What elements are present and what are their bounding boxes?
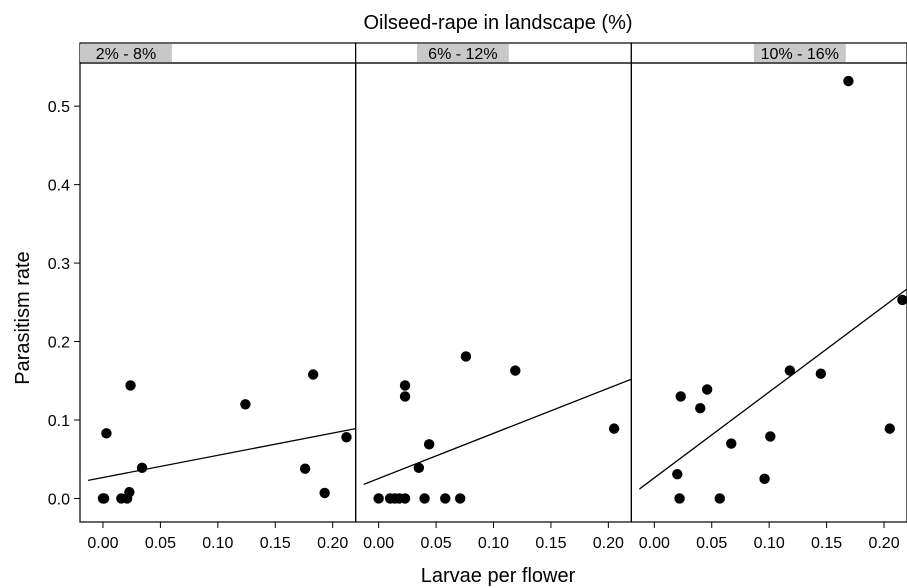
x-tick-label: 0.05 [145, 535, 176, 552]
x-tick-label: 0.10 [202, 535, 233, 552]
data-point [608, 423, 620, 434]
panel-frame [630, 62, 907, 523]
data-point [124, 486, 135, 498]
x-tick-label: 0.15 [811, 535, 842, 552]
panel: 6% - 12% 0.00 0.05 0.10 0.15 0.20 [355, 42, 632, 552]
data-point [136, 462, 148, 474]
data-point [307, 369, 319, 380]
data-point [884, 423, 895, 434]
y-tick-label: 0.2 [48, 335, 70, 352]
strip-range-bar [80, 44, 172, 62]
data-point [454, 493, 466, 504]
y-tick-label: 0.3 [48, 256, 70, 273]
strip-range-bar [416, 44, 509, 62]
y-axis-title: Parasitism rate [12, 251, 34, 384]
x-tick-label: 0.15 [535, 535, 566, 552]
x-tick-label: 0.05 [696, 535, 727, 552]
data-point [675, 391, 686, 402]
x-tick-label: 0.05 [420, 535, 451, 552]
strip-label: 6% - 12% [428, 46, 497, 63]
y-tick-label: 0.1 [48, 413, 70, 430]
y-tick-label: 0.0 [48, 491, 70, 508]
regression-line [638, 288, 907, 490]
panel-frame [79, 62, 357, 523]
strip-range-bar [753, 44, 846, 62]
panel-frame [355, 62, 632, 523]
x-tick-label: 0.15 [260, 535, 291, 552]
data-point [695, 403, 706, 414]
data-point [341, 432, 352, 443]
data-point [399, 391, 411, 402]
panel-content [87, 369, 356, 504]
data-point [714, 493, 725, 504]
data-point [399, 493, 411, 504]
data-point [759, 473, 770, 485]
x-tick-label: 0.20 [317, 535, 348, 552]
data-point [897, 294, 907, 306]
data-point [784, 365, 796, 376]
data-point [419, 493, 430, 504]
data-point [98, 493, 110, 504]
data-point [765, 431, 776, 442]
panels-group: 2% - 8% 0.00 0.05 0.10 0.15 0.20 6% - 12% 0.00 0… [79, 42, 907, 552]
x-tick-label: 0.20 [868, 535, 899, 552]
data-point [440, 493, 451, 504]
data-point [674, 493, 685, 504]
x-tick-label: 0.00 [87, 535, 118, 552]
data-point [413, 462, 425, 474]
x-tick-label: 0.20 [593, 535, 624, 552]
y-axis: 0.0 0.1 0.2 0.3 0.4 0.5 [48, 99, 80, 508]
data-point [399, 380, 411, 391]
data-point [125, 380, 136, 391]
panel: 2% - 8% 0.00 0.05 0.10 0.15 0.20 [79, 42, 357, 552]
x-tick-label: 0.10 [754, 535, 785, 552]
data-point [510, 365, 521, 376]
regression-line [87, 427, 356, 482]
strip-label: 2% - 8% [96, 46, 156, 63]
data-point [460, 351, 472, 362]
panel-content [363, 351, 632, 504]
data-point [319, 487, 330, 499]
y-tick-label: 0.5 [48, 99, 70, 116]
data-point [815, 368, 827, 379]
regression-line [363, 378, 632, 485]
data-point [701, 384, 713, 395]
data-point [101, 428, 112, 439]
panel-content [638, 75, 907, 504]
data-point [672, 468, 683, 480]
data-point [299, 463, 311, 474]
x-tick-label: 0.00 [639, 535, 670, 552]
x-tick-label: 0.00 [363, 535, 394, 552]
y-tick-label: 0.4 [48, 178, 70, 195]
strip-label: 10% - 16% [761, 46, 839, 63]
x-axis-title: Larvae per flower [421, 565, 576, 587]
data-point [240, 399, 251, 410]
x-tick-label: 0.10 [478, 535, 509, 552]
panel: 10% - 16% 0.00 0.05 0.10 0.15 0.20 [630, 42, 907, 552]
data-point [843, 75, 854, 87]
chart-title: Oilseed-rape in landscape (%) [363, 12, 632, 34]
data-point [423, 439, 435, 450]
data-point [726, 438, 737, 449]
data-point [373, 493, 384, 504]
